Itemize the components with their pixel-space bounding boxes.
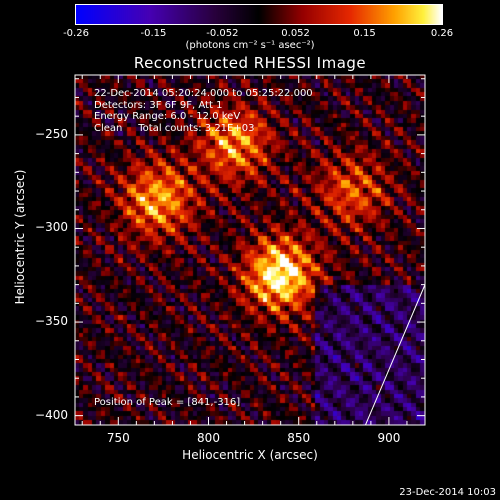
- footer-timestamp: 23-Dec-2014 10:03: [399, 487, 496, 498]
- annotation-energy: Energy Range: 6.0 - 12.0 keV: [94, 111, 241, 122]
- colorbar-tick-label: 0.052: [281, 28, 310, 39]
- colorbar-tick-label: 0.26: [430, 28, 454, 39]
- y-tick-label: −250: [35, 126, 68, 141]
- y-tick-label: −350: [35, 314, 68, 329]
- colorbar: [75, 4, 443, 25]
- x-axis-label: Heliocentric X (arcsec): [182, 448, 318, 462]
- annotation-detectors: Detectors: 3F 6F 9F, Att 1: [94, 99, 223, 111]
- peak-position-label: Position of Peak = [841,-316]: [94, 397, 241, 408]
- y-tick-label: −300: [35, 220, 68, 235]
- colorbar-tick-label: -0.052: [206, 28, 239, 39]
- colorbar-tick-label: -0.15: [140, 28, 167, 39]
- annotation-time: 22-Dec-2014 05:20:24.000 to 05:25:22.000: [94, 88, 313, 99]
- x-tick-label: 750: [106, 431, 130, 445]
- annotation-counts: Clean Total counts: 3.21E+03: [94, 122, 255, 134]
- x-tick-label: 900: [377, 431, 401, 445]
- y-tick-label: −400: [35, 407, 68, 422]
- colorbar-tick-label: 0.15: [353, 28, 376, 39]
- chart-title: Reconstructed RHESSI Image: [133, 54, 367, 72]
- y-axis-label: Heliocentric Y (arcsec): [13, 169, 27, 305]
- x-tick-label: 800: [197, 431, 220, 445]
- x-tick-label: 850: [287, 431, 311, 445]
- colorbar-tick-label: -0.26: [63, 28, 89, 39]
- colorbar-unit: (photons cm⁻² s⁻¹ asec⁻²): [185, 40, 315, 51]
